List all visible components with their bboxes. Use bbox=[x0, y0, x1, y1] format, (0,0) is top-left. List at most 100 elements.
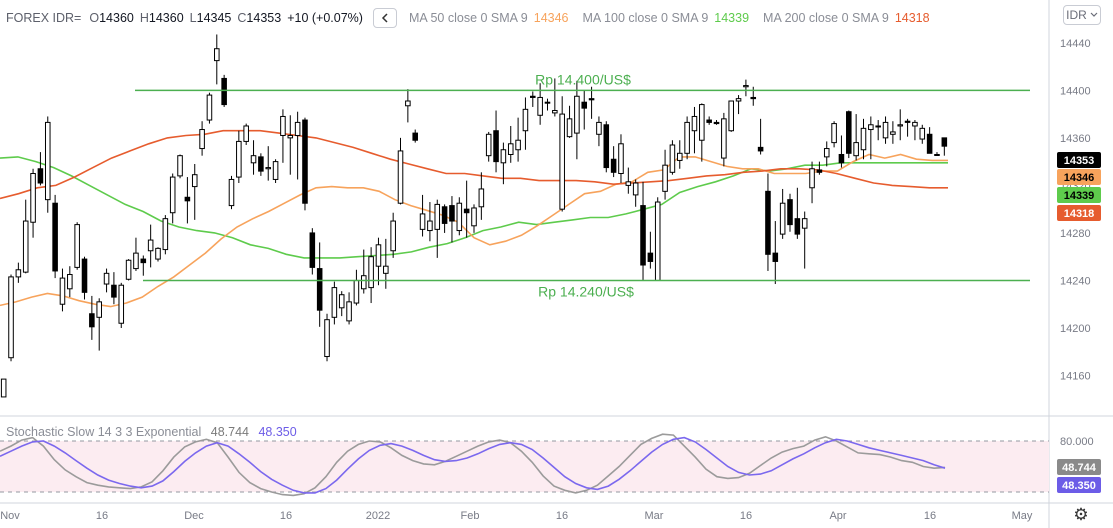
candle bbox=[831, 121, 837, 148]
x-tick-label: Dec bbox=[184, 510, 204, 522]
candle bbox=[118, 282, 125, 328]
candle bbox=[81, 256, 88, 300]
candle bbox=[324, 313, 330, 362]
candle-body bbox=[669, 144, 676, 173]
candle bbox=[507, 125, 514, 163]
candle-body bbox=[632, 182, 639, 196]
symbol-label: FOREX IDR= bbox=[6, 11, 82, 25]
candle-body bbox=[405, 100, 411, 107]
candle-body bbox=[250, 155, 257, 164]
candle-body bbox=[779, 202, 786, 235]
candle bbox=[912, 120, 918, 141]
candle-body bbox=[125, 259, 132, 280]
y-tick-label: 14160 bbox=[1060, 371, 1091, 383]
candle bbox=[147, 224, 154, 268]
candle bbox=[375, 237, 382, 286]
stochastic-lines bbox=[0, 433, 946, 497]
candle bbox=[647, 231, 654, 269]
candle-body bbox=[22, 220, 29, 273]
candle-body bbox=[214, 48, 220, 62]
candle bbox=[360, 249, 367, 294]
candle-body bbox=[67, 274, 73, 290]
candle bbox=[177, 154, 183, 179]
candle bbox=[272, 159, 279, 184]
candle-body bbox=[684, 121, 690, 154]
candle bbox=[250, 140, 257, 175]
candle bbox=[544, 98, 551, 111]
candle bbox=[427, 202, 433, 242]
candle-body bbox=[0, 378, 7, 398]
y-tick-label: 14400 bbox=[1060, 85, 1091, 97]
candle bbox=[816, 161, 823, 175]
candle bbox=[419, 194, 426, 237]
chevron-down-icon bbox=[1090, 12, 1098, 17]
candle bbox=[772, 221, 779, 285]
candle bbox=[434, 199, 441, 258]
level-label: Rp 14.240/US$ bbox=[538, 283, 634, 299]
candle-body bbox=[434, 203, 441, 230]
candle-body bbox=[610, 158, 617, 173]
candle-body bbox=[823, 148, 830, 158]
candle-body bbox=[353, 279, 360, 304]
candle-body bbox=[324, 319, 330, 358]
y-tick-label: 14440 bbox=[1060, 38, 1091, 50]
candle-body bbox=[456, 202, 463, 232]
settings-button[interactable]: ⚙ bbox=[1071, 505, 1091, 525]
candle bbox=[412, 129, 418, 143]
candle bbox=[111, 272, 117, 305]
candle bbox=[449, 196, 455, 243]
candle bbox=[15, 262, 22, 283]
candle bbox=[22, 199, 29, 274]
candle-body bbox=[676, 152, 683, 161]
candle-body bbox=[588, 98, 595, 101]
candle bbox=[919, 124, 926, 144]
candle bbox=[706, 116, 712, 125]
candle bbox=[0, 378, 7, 398]
x-tick-label: 16 bbox=[96, 510, 108, 522]
gear-icon: ⚙ bbox=[1073, 505, 1089, 524]
candle-body bbox=[831, 123, 837, 144]
candle-body bbox=[890, 131, 896, 135]
candle bbox=[669, 140, 676, 175]
candle-body bbox=[647, 252, 654, 262]
candle-body bbox=[493, 130, 499, 163]
price-tag: 14353 bbox=[1057, 152, 1101, 168]
candle-body bbox=[941, 137, 948, 147]
candle-body bbox=[155, 247, 161, 260]
candle-body bbox=[111, 284, 117, 298]
candle bbox=[294, 111, 301, 180]
candle bbox=[566, 105, 573, 138]
low-value: 14345 bbox=[196, 11, 232, 25]
currency-button[interactable]: IDR bbox=[1063, 5, 1101, 25]
candle bbox=[125, 259, 132, 281]
candle bbox=[52, 194, 58, 279]
candle bbox=[214, 34, 220, 85]
low-key: L bbox=[189, 11, 197, 25]
candle-body bbox=[30, 173, 36, 223]
candle bbox=[625, 167, 632, 194]
candle-body bbox=[559, 113, 565, 210]
candle-body bbox=[809, 168, 815, 189]
candle bbox=[765, 173, 771, 271]
close-value: 14353 bbox=[246, 11, 282, 25]
candle-body bbox=[37, 168, 44, 184]
candle-body bbox=[485, 133, 492, 157]
candle bbox=[640, 181, 646, 281]
candle-body bbox=[103, 272, 110, 285]
collapse-legend-button[interactable] bbox=[372, 8, 397, 28]
candle-body bbox=[713, 121, 720, 125]
candle bbox=[346, 292, 352, 325]
stoch-upper-label: 80.000 bbox=[1060, 436, 1094, 448]
candle-body bbox=[368, 256, 374, 289]
candle bbox=[441, 204, 448, 233]
candle bbox=[618, 134, 624, 184]
candle bbox=[59, 268, 66, 312]
candle-body bbox=[926, 133, 933, 154]
candle-body bbox=[44, 121, 51, 201]
candle bbox=[574, 80, 580, 160]
candle bbox=[162, 215, 169, 255]
candle-body bbox=[147, 239, 154, 252]
open-key: O bbox=[89, 11, 100, 25]
ma200-name: MA 200 close 0 SMA 9 bbox=[763, 11, 889, 25]
